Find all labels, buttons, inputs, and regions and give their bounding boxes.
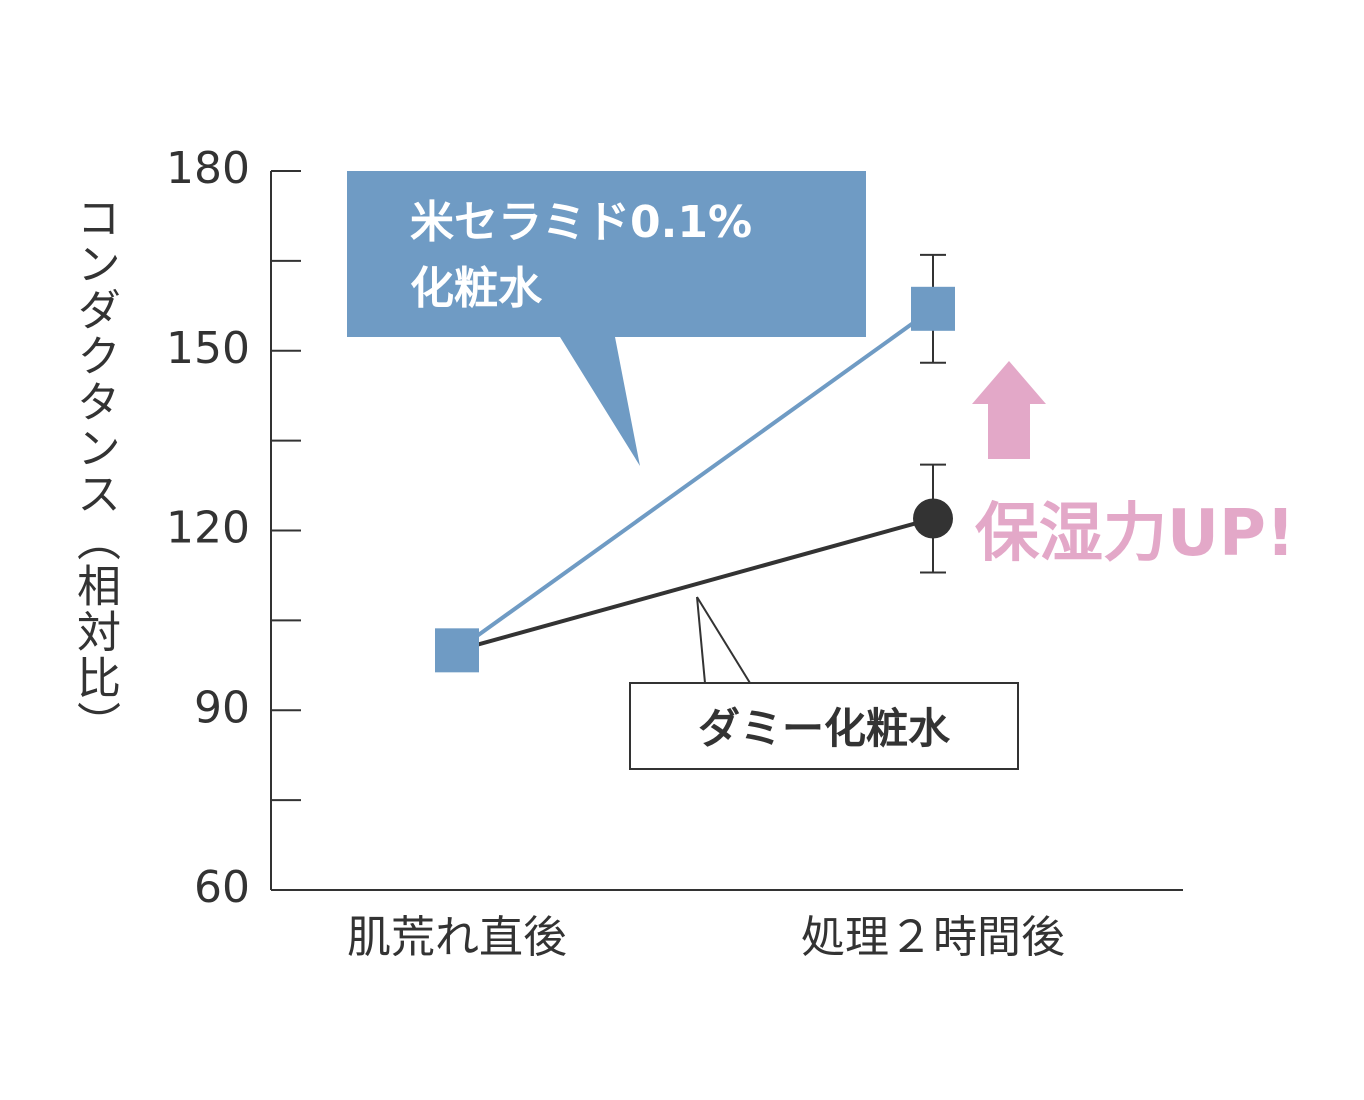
callout-pointer: [696, 596, 706, 684]
annotation: 保湿力UP!: [975, 497, 1296, 571]
legend-label: ダミー化粧水: [697, 704, 950, 753]
y-tick-label: 120: [166, 503, 250, 554]
y-axis-label: コンダクタンス（相対比）: [69, 195, 120, 747]
y-tick-label: 60: [194, 862, 250, 913]
series-line: [455, 307, 935, 652]
y-tick-label: 180: [166, 143, 250, 194]
marker: [435, 628, 479, 673]
series-line: [456, 516, 934, 653]
x-tick-label: 処理２時間後: [801, 912, 1065, 963]
legend-label: 米セラミド0.1% 化粧水: [410, 197, 753, 314]
up-arrow: [972, 361, 1046, 459]
callout-pointer: [696, 596, 751, 684]
y-tick-label: 90: [194, 682, 250, 733]
callout-box: [629, 682, 1019, 770]
marker: [913, 498, 953, 539]
callout-box: [347, 171, 866, 466]
marker: [911, 286, 955, 331]
x-tick-label: 肌荒れ直後: [347, 912, 567, 963]
y-tick-label: 150: [166, 323, 250, 374]
